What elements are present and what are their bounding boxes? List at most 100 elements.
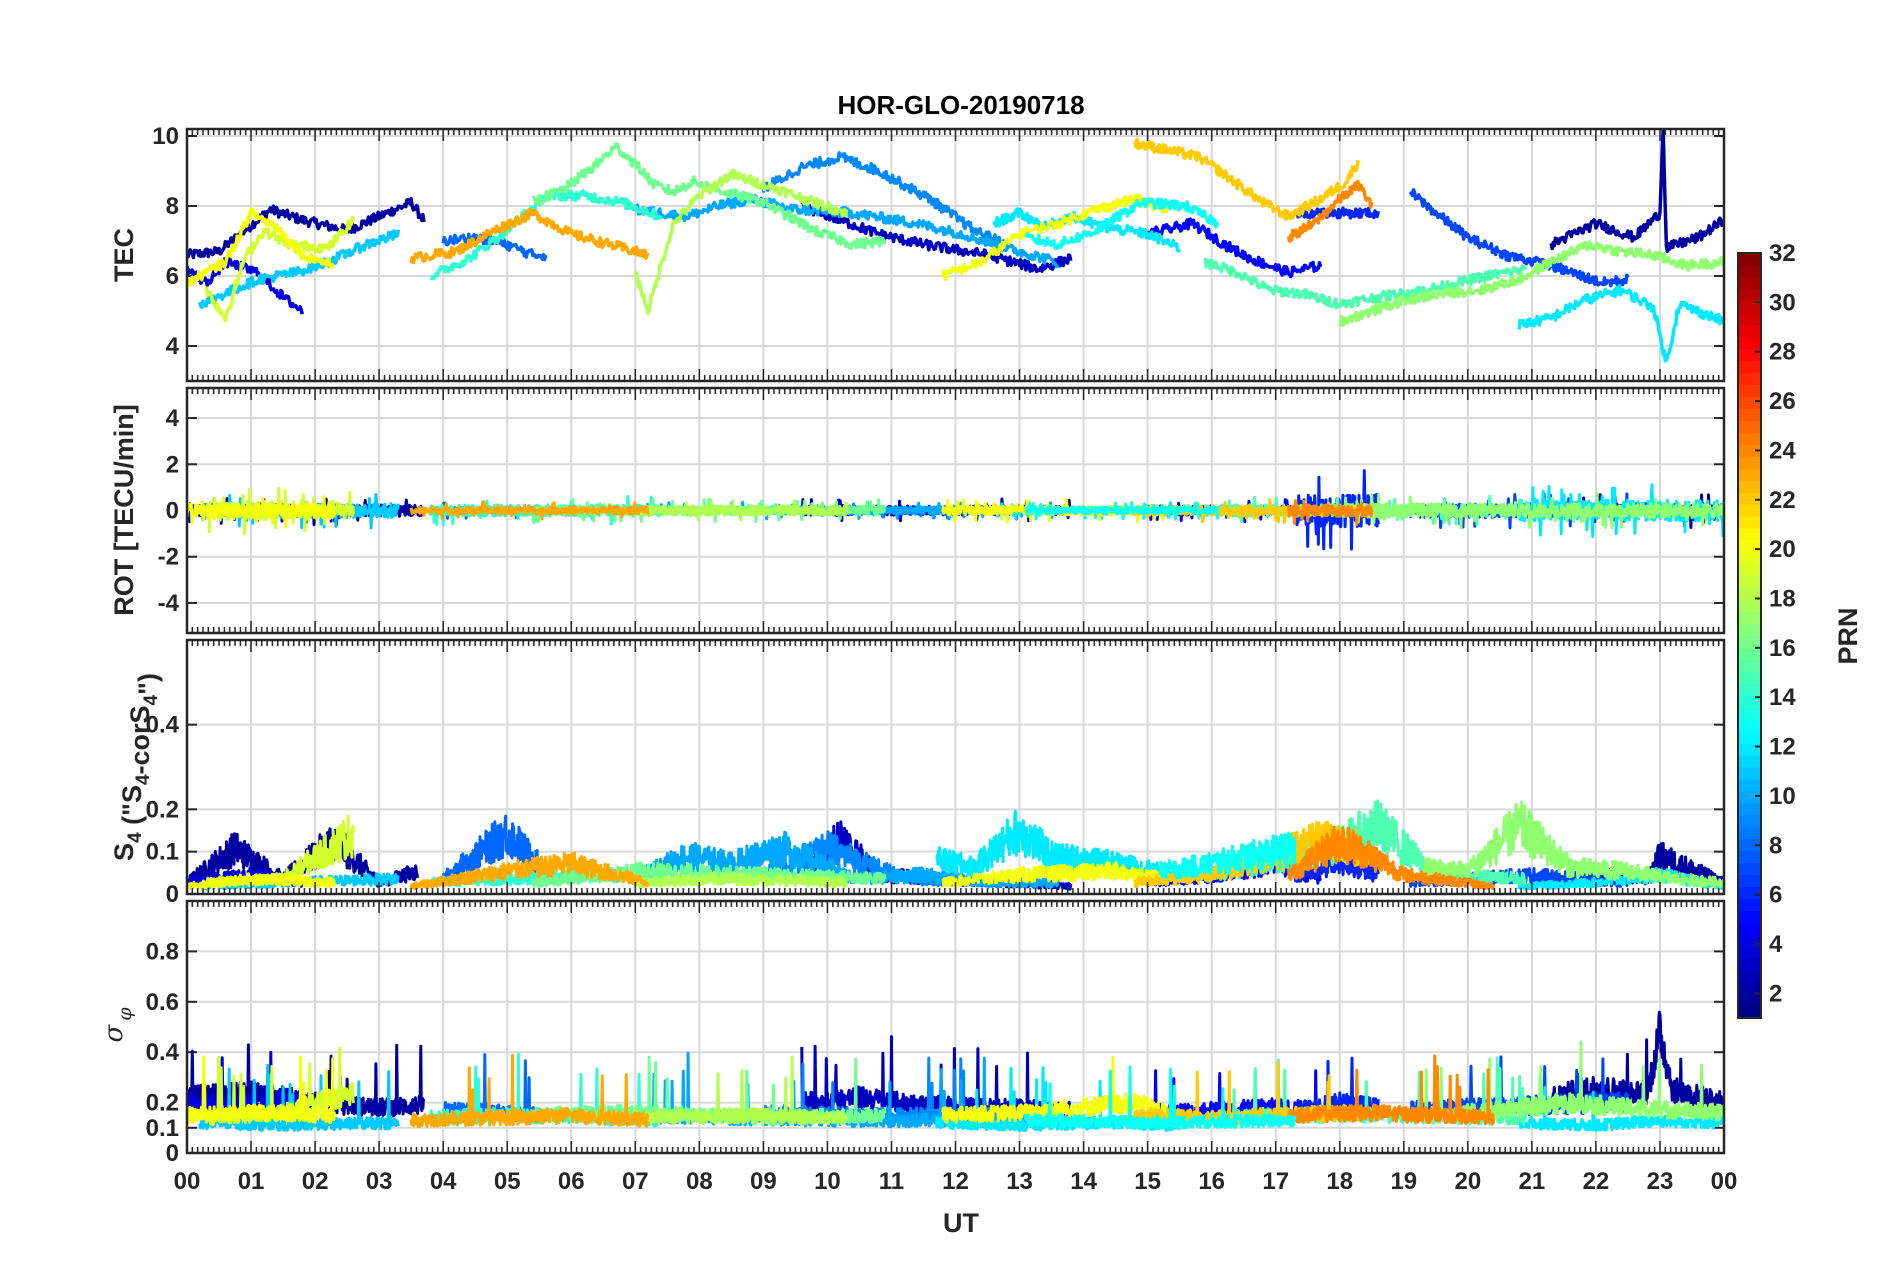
colorbar-band bbox=[1738, 683, 1761, 696]
y-tick-label: 0.4 bbox=[146, 712, 180, 739]
rot-series-prn-17 bbox=[1338, 492, 1724, 530]
colorbar-tick-label: 26 bbox=[1769, 388, 1796, 415]
colorbar-band bbox=[1738, 587, 1761, 601]
x-tick-label: 14 bbox=[1070, 1168, 1097, 1195]
colorbar-band bbox=[1738, 288, 1761, 302]
colorbar-band bbox=[1738, 360, 1761, 374]
panel-s4: 0 0.1 0.2 0.4 bbox=[146, 638, 1726, 908]
colorbar-band bbox=[1738, 515, 1761, 529]
x-tick-label: 01 bbox=[238, 1168, 265, 1195]
x-tick-label: 08 bbox=[686, 1168, 713, 1195]
colorbar-band bbox=[1738, 420, 1761, 433]
colorbar-tick-label: 4 bbox=[1769, 931, 1783, 958]
colorbar-tick-label: 18 bbox=[1769, 585, 1796, 612]
tec-series-prn-2 bbox=[1549, 129, 1724, 254]
colorbar-band bbox=[1738, 384, 1761, 398]
colorbar-band bbox=[1738, 922, 1761, 935]
colorbar-band bbox=[1738, 623, 1761, 637]
panel-sigma: 00.10.2 0.4 0.6 0.8 bbox=[146, 899, 1726, 1167]
colorbar-band bbox=[1738, 814, 1761, 828]
x-tick-label: 16 bbox=[1198, 1168, 1225, 1195]
colorbar-tick-label: 12 bbox=[1769, 734, 1796, 761]
panel-s4-series bbox=[187, 799, 1724, 891]
colorbar-band bbox=[1738, 1006, 1761, 1019]
colorbar-band bbox=[1738, 635, 1761, 649]
rot-series-prn-18 bbox=[634, 498, 849, 522]
colorbar-band bbox=[1738, 396, 1761, 409]
s4-series-prn-16 bbox=[531, 861, 887, 889]
s4-series-prn-24 bbox=[1287, 825, 1495, 891]
y-tick-label: 0.2 bbox=[146, 1090, 179, 1117]
tec-series-prn-18 bbox=[633, 168, 849, 316]
colorbar-band bbox=[1738, 276, 1761, 290]
x-tick-label: 03 bbox=[366, 1168, 393, 1195]
panel-rot: -4 -2 0 2 4 bbox=[158, 386, 1726, 635]
x-tick-label: 00 bbox=[1711, 1168, 1738, 1195]
x-tick-label: 17 bbox=[1262, 1168, 1289, 1195]
colorbar-band bbox=[1738, 695, 1761, 708]
colorbar-band bbox=[1738, 707, 1761, 720]
y-tick-label: 0 bbox=[166, 498, 179, 525]
colorbar-band bbox=[1738, 647, 1761, 660]
colorbar-band bbox=[1738, 766, 1761, 780]
s4-series-prn-13 bbox=[1158, 831, 1297, 880]
s4-series-prn-23 bbox=[409, 851, 650, 891]
panel-tec-series bbox=[187, 129, 1724, 363]
tec-series-prn-23 bbox=[409, 207, 650, 265]
rot-series-prn-13 bbox=[1025, 501, 1220, 521]
x-tick-label: 18 bbox=[1326, 1168, 1353, 1195]
s4-series-prn-8 bbox=[441, 814, 548, 884]
colorbar-tick-label: 16 bbox=[1769, 635, 1796, 662]
y-tick-label: 10 bbox=[152, 123, 179, 150]
colorbar-band bbox=[1738, 444, 1761, 457]
panel-rot-frame bbox=[185, 386, 1726, 635]
x-tick-label: 09 bbox=[750, 1168, 777, 1195]
y-tick-label: 0.2 bbox=[146, 796, 179, 823]
y-tick-label: 0 bbox=[166, 881, 179, 908]
colorbar-band bbox=[1738, 946, 1761, 959]
panels: 46810-4-202400.10.20.400.10.20.40.60.8TE… bbox=[99, 123, 1726, 1167]
x-tick-label: 21 bbox=[1519, 1168, 1546, 1195]
colorbar-band bbox=[1738, 862, 1761, 876]
tec-series-prn-24 bbox=[1286, 179, 1374, 243]
panel-rot-series bbox=[187, 469, 1724, 551]
x-tick-label: 06 bbox=[558, 1168, 585, 1195]
s4-series-prn-20 bbox=[187, 872, 336, 890]
colorbar-band bbox=[1738, 264, 1761, 278]
x-tick-label: 23 bbox=[1647, 1168, 1674, 1195]
y-tick-label: 0.1 bbox=[146, 1115, 179, 1142]
y-tick-label: -4 bbox=[158, 590, 180, 617]
x-tick-label: 20 bbox=[1454, 1168, 1481, 1195]
colorbar-band bbox=[1738, 551, 1761, 565]
x-tick-label: 11 bbox=[879, 1168, 904, 1195]
colorbar-band bbox=[1738, 336, 1761, 350]
colorbar-band bbox=[1738, 970, 1761, 983]
tec-series-prn-22 bbox=[1133, 137, 1361, 221]
colorbar-tick-label: 28 bbox=[1769, 339, 1796, 366]
y-tick-label: 0.4 bbox=[146, 1039, 180, 1066]
colorbar-frame bbox=[1737, 252, 1762, 1019]
sigma-series-prn-23 bbox=[409, 1053, 650, 1129]
y-tick-label: 2 bbox=[166, 451, 179, 478]
colorbar-tick-label: 22 bbox=[1769, 487, 1796, 514]
x-tick-label: 13 bbox=[1006, 1168, 1033, 1195]
colorbar-tick-label: 6 bbox=[1769, 882, 1782, 909]
colorbar-label: PRN bbox=[1833, 607, 1863, 664]
colorbar-band bbox=[1738, 731, 1761, 744]
colorbar-tick-label: 20 bbox=[1769, 536, 1796, 563]
tec-series-prn-2 bbox=[187, 196, 426, 260]
x-tick-label: 22 bbox=[1583, 1168, 1610, 1195]
colorbar-band bbox=[1738, 611, 1761, 625]
colorbar-band bbox=[1738, 719, 1761, 732]
rot-series-prn-23 bbox=[409, 500, 650, 521]
colorbar-band bbox=[1738, 504, 1761, 517]
colorbar-band bbox=[1738, 850, 1761, 864]
colorbar-band bbox=[1738, 958, 1761, 971]
sigma-series-prn-11 bbox=[198, 1063, 400, 1132]
colorbar-band bbox=[1738, 563, 1761, 577]
colorbar-band bbox=[1738, 432, 1761, 445]
x-tick-label: 00 bbox=[174, 1168, 201, 1195]
tec-series-prn-5 bbox=[1145, 217, 1323, 279]
tec-series-prn-9 bbox=[761, 151, 1009, 250]
